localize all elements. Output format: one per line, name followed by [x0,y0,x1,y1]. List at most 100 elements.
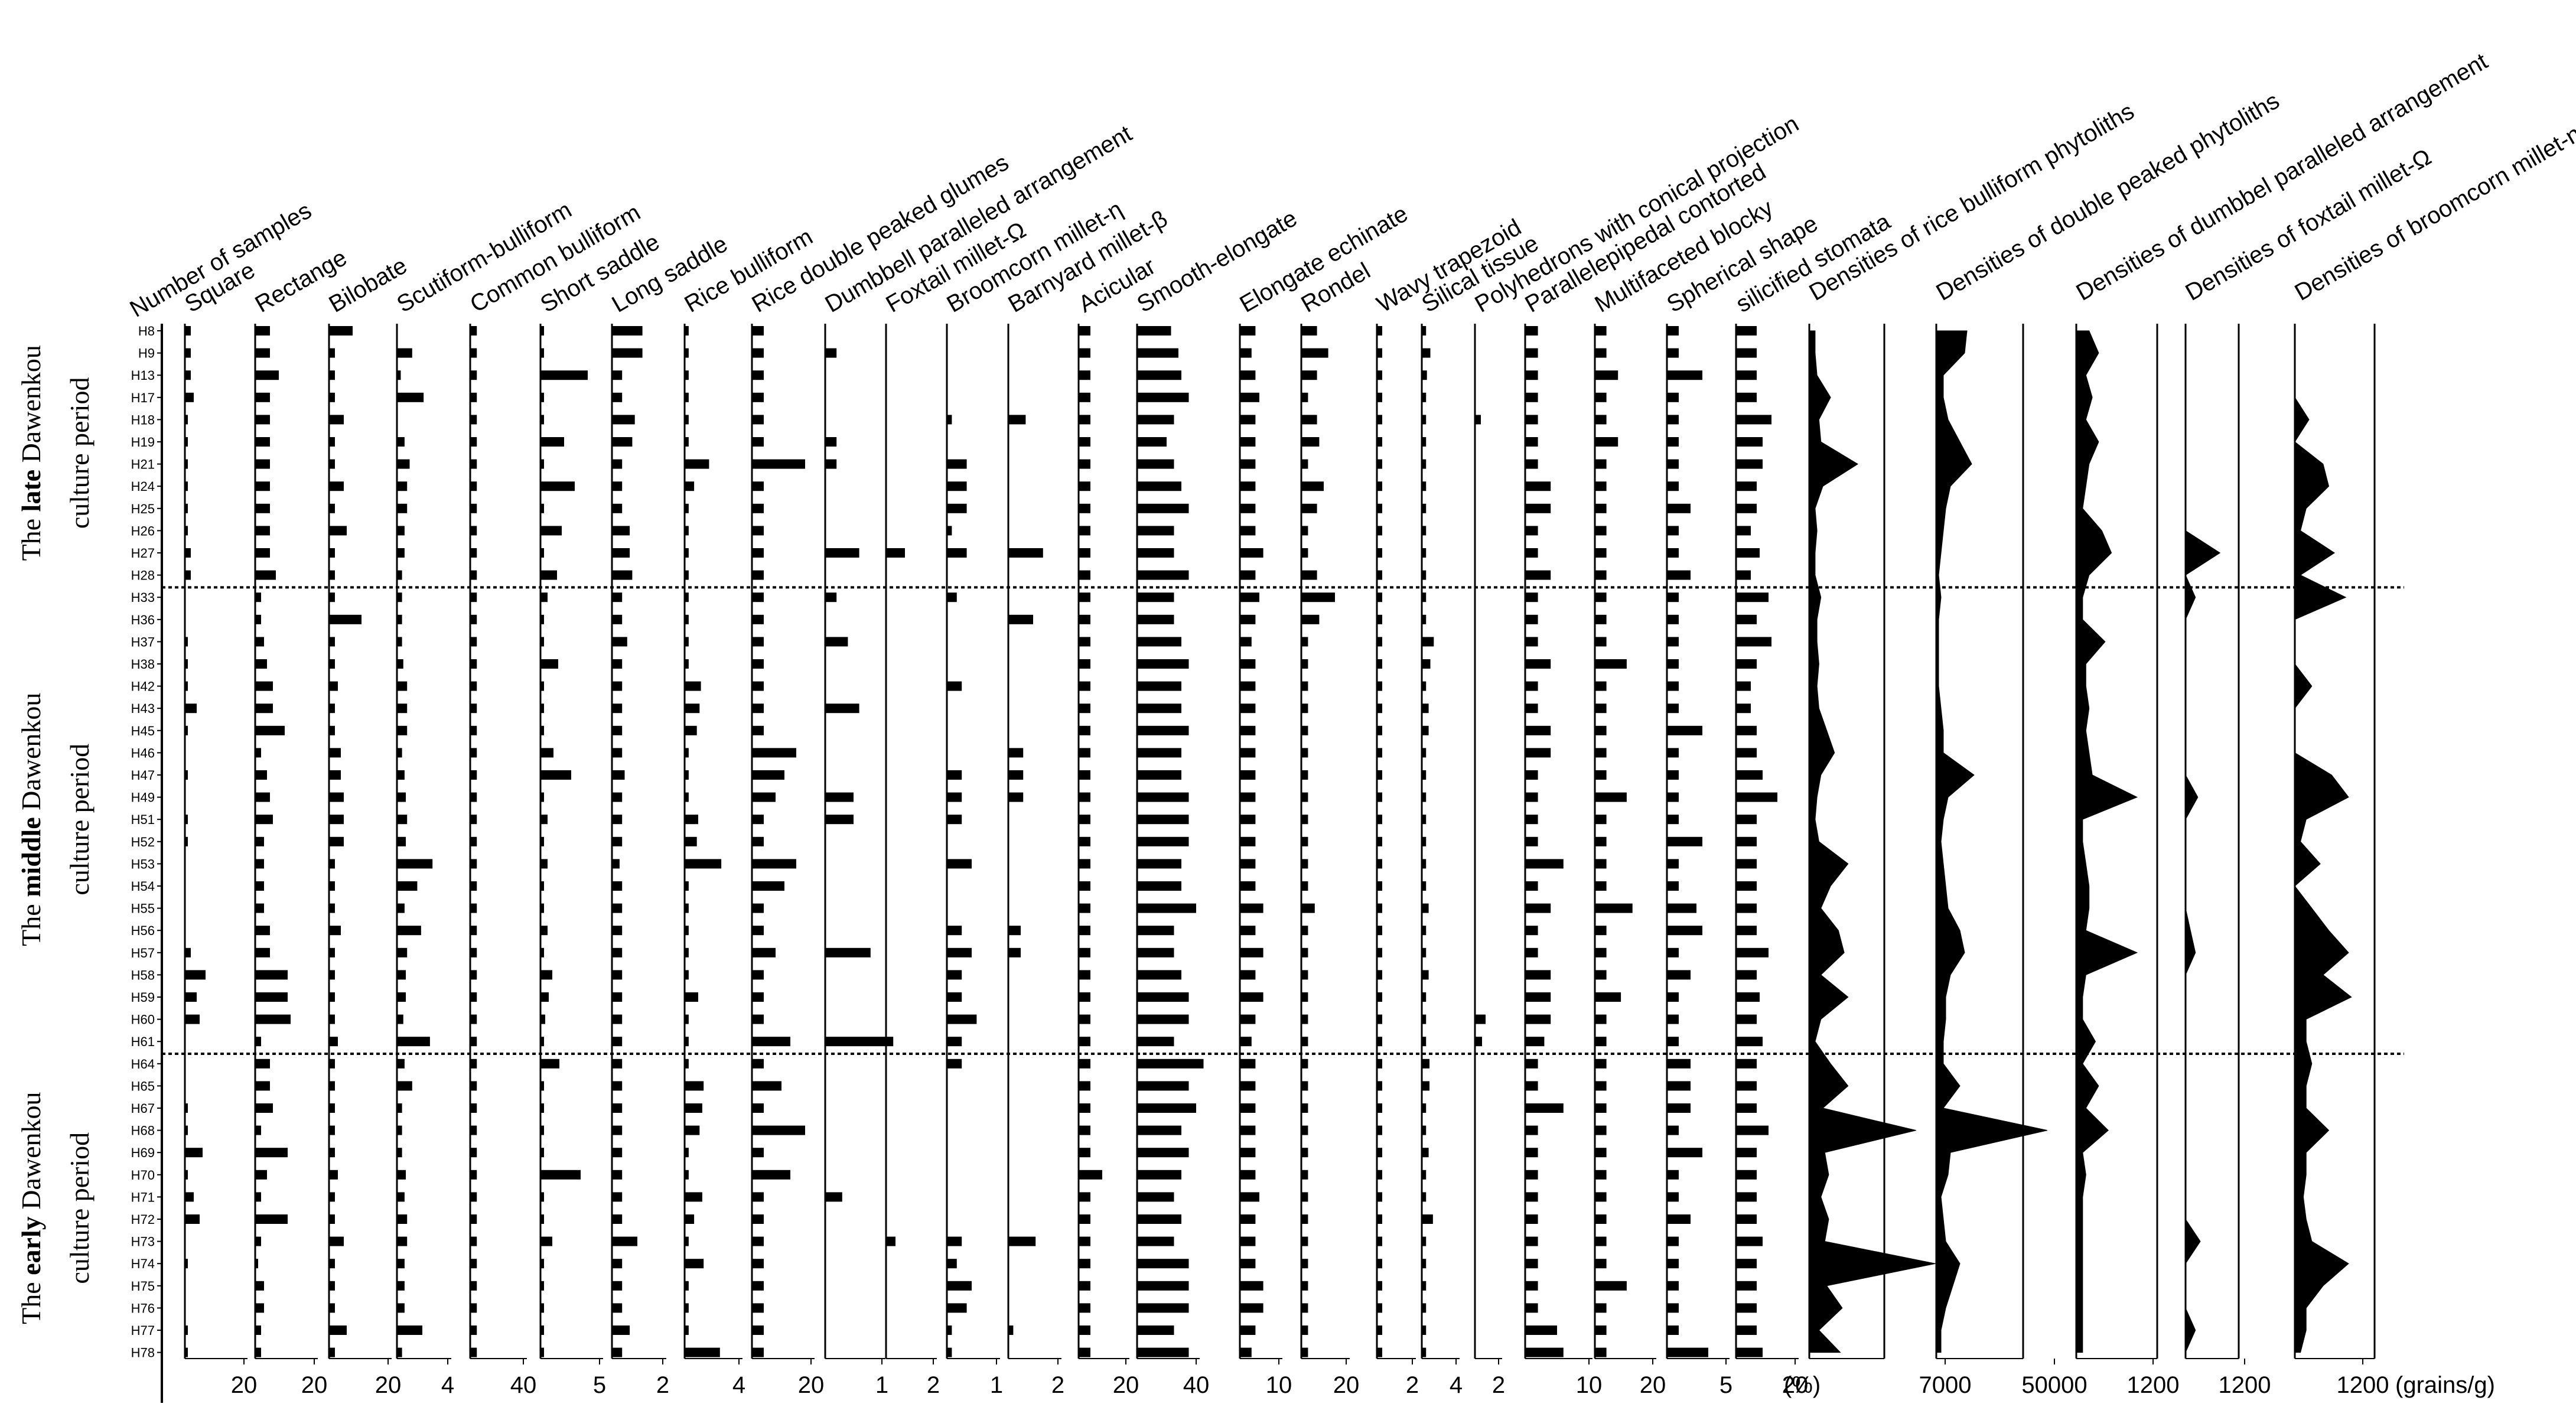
bar [1079,1214,1090,1224]
bar [1736,392,1757,402]
bar [685,459,709,469]
bar [1079,1236,1090,1246]
bar [470,326,477,336]
bar [470,348,477,358]
bar [1595,548,1607,558]
bar [1301,326,1317,336]
bar [1525,992,1551,1002]
bar [1736,526,1751,536]
bar [1422,1214,1433,1224]
bar [1301,1014,1308,1024]
bar [329,1014,335,1024]
bar [1079,415,1090,425]
bar [1667,614,1679,624]
bar [1525,881,1538,891]
bar [1667,748,1679,758]
bar [1525,348,1538,358]
bar [1377,348,1382,358]
bar [1377,415,1382,425]
sample-label: H59 [131,990,155,1005]
bar [1422,1192,1427,1202]
bar [470,992,477,1002]
bar [397,770,405,780]
bar [612,659,623,669]
bar [255,970,288,980]
bar [947,1325,952,1335]
bar [1079,1103,1090,1113]
bar [540,548,544,558]
bar [1667,859,1679,869]
bar [1240,1214,1256,1224]
sample-label: H45 [131,724,155,738]
bar [685,1014,689,1024]
bar [540,1192,544,1202]
sample-label: H52 [131,835,155,849]
bar [685,548,689,558]
bar [947,681,962,691]
bar [947,1236,962,1246]
bar [1595,1170,1607,1180]
bar [1736,1303,1757,1313]
bar [1736,348,1757,358]
bar [1240,659,1256,669]
bar [1736,992,1760,1002]
bar [397,659,403,669]
sample-label: H36 [131,613,155,627]
bar [397,1259,405,1269]
bar [1595,903,1633,913]
bar [470,836,477,846]
bar [1079,481,1090,491]
bar [1079,437,1090,447]
bar [1301,1192,1308,1202]
bar [1240,970,1256,980]
bar [1079,947,1090,957]
bar [1079,836,1090,846]
bar [1301,970,1308,980]
bar [255,1014,291,1024]
bar [470,1281,477,1291]
bar [1525,326,1538,336]
bar [329,1081,335,1091]
bar [947,792,962,802]
bar [752,1192,764,1202]
bar [470,1236,477,1246]
bar [1736,1170,1757,1180]
bar [685,1103,702,1113]
bar [1301,1125,1308,1135]
period-label-line2: culture period [64,1132,95,1284]
bar [1667,1236,1679,1246]
bar [1667,659,1679,669]
bar [1595,570,1607,580]
bar [1595,459,1607,469]
bar [397,1148,402,1158]
bar [1595,326,1607,336]
bar [255,881,264,891]
bar [1525,1148,1538,1158]
bar [612,704,623,714]
bar [1525,481,1551,491]
bar [612,859,620,869]
bar [1525,1236,1538,1246]
bar [329,903,335,913]
bar [540,1236,552,1246]
bar [540,526,562,536]
bar [1422,881,1427,891]
bar [947,815,962,825]
bar [329,992,335,1002]
bar [329,526,347,536]
bar [470,681,477,691]
bar [470,1103,477,1113]
bar [1422,1236,1427,1246]
bar [255,1236,261,1246]
bar [255,570,276,580]
bar [1301,1347,1308,1357]
bar [329,415,344,425]
bar [1301,1103,1308,1113]
bar [1377,1325,1382,1335]
tick-label: 2 [927,1372,940,1398]
density-tick-label: 1200 [2219,1372,2271,1398]
bar [1008,926,1021,936]
bar [1240,503,1256,513]
bar [1137,1059,1204,1069]
bar [255,704,273,714]
